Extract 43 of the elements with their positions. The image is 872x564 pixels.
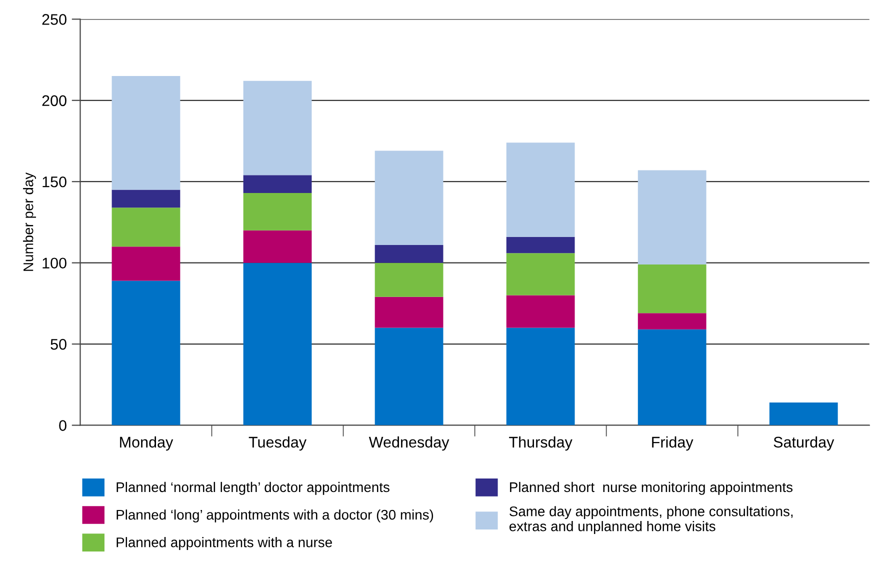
bar xyxy=(374,262,444,297)
y-tick-label: 150 xyxy=(42,176,66,188)
x-tick-label: Saturday xyxy=(774,436,834,451)
bar xyxy=(243,80,312,176)
legend-label: Same day appointments, phone consultations, extras and unplanned home visits xyxy=(509,506,793,534)
legend-label: Planned ‘long’ appointments with a doctor (30 mins) xyxy=(116,509,434,522)
legend-label: Planned ‘normal length’ doctor appointments xyxy=(116,482,390,495)
bar xyxy=(243,262,312,426)
x-tick-label: Tuesday xyxy=(248,436,306,451)
bar xyxy=(506,328,575,426)
y-tick-label: 100 xyxy=(42,258,66,269)
bar xyxy=(374,328,444,426)
bar xyxy=(374,244,444,263)
x-tick-label: Monday xyxy=(120,436,174,451)
bar xyxy=(243,192,312,230)
bar xyxy=(243,230,312,263)
bar xyxy=(506,253,575,296)
bar xyxy=(506,295,575,328)
bar xyxy=(638,329,706,426)
y-tick-label: 0 xyxy=(59,420,66,431)
bar xyxy=(112,190,180,208)
bar xyxy=(506,142,575,237)
bar xyxy=(112,76,180,190)
x-tick-label: Wednesday xyxy=(368,436,450,451)
y-tick-label: 50 xyxy=(50,338,66,350)
x-tick-label: Thursday xyxy=(509,436,572,451)
bar xyxy=(506,236,575,254)
bar xyxy=(638,170,706,264)
y-axis-title: Number per day xyxy=(23,172,36,271)
legend-label: Planned appointments with a nurse xyxy=(116,537,332,550)
x-tick-label: Friday xyxy=(652,436,694,451)
legend-label: Planned short nurse monitoring appointments xyxy=(510,482,793,495)
bar xyxy=(112,280,180,426)
bar xyxy=(638,313,706,330)
bar xyxy=(374,296,444,328)
bar xyxy=(769,402,838,426)
bar xyxy=(638,264,706,314)
y-tick-label: 200 xyxy=(42,95,66,106)
bar xyxy=(112,208,180,247)
bar xyxy=(374,150,444,245)
bar xyxy=(243,175,312,193)
bar xyxy=(112,246,180,281)
y-tick-label: 250 xyxy=(42,14,66,25)
